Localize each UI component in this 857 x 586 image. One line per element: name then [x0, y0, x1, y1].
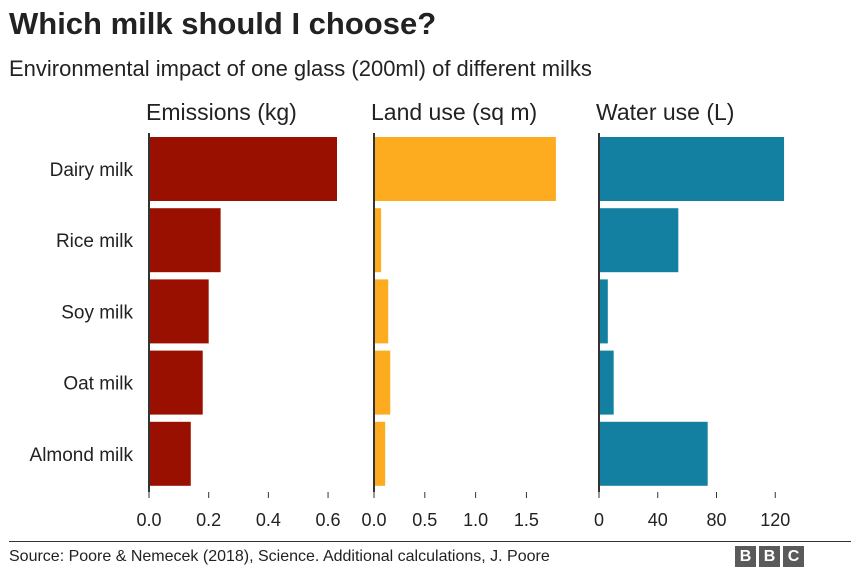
bbc-logo: B B C: [735, 546, 804, 567]
tick-label: 80: [706, 510, 726, 530]
tick-label: 1.0: [463, 510, 488, 530]
bar: [149, 208, 221, 273]
chart-panels: Emissions (kg) 0.0 0.2 0.4 0.6 Land use (sq m…: [136, 99, 790, 530]
bar: [374, 208, 382, 273]
panel-1: Emissions (kg) 0.0 0.2 0.4 0.6: [136, 99, 340, 530]
bbc-logo-letter: B: [759, 546, 780, 567]
panel-2: Land use (sq m) 0.0 0.5 1.0 1.5: [361, 99, 556, 530]
tick-label: 0.0: [136, 510, 161, 530]
category-label: Soy milk: [61, 302, 133, 323]
tick-label: 1.5: [514, 510, 539, 530]
panel-title: Emissions (kg): [146, 99, 297, 125]
panel-title: Water use (L): [596, 99, 734, 125]
bar: [149, 421, 191, 486]
tick-label: 0.4: [256, 510, 281, 530]
bbc-logo-letter: B: [735, 546, 756, 567]
panel-title: Land use (sq m): [371, 99, 537, 125]
bar: [149, 137, 337, 201]
footer-divider: [9, 541, 851, 542]
bar: [599, 208, 679, 273]
tick-label: 0.0: [361, 510, 386, 530]
tick-label: 0.2: [196, 510, 221, 530]
tick-label: 0.5: [412, 510, 437, 530]
milk-impact-chart: Dairy milk Rice milk Soy milk Oat milk Almon…: [30, 99, 791, 530]
category-label: Rice milk: [56, 231, 134, 252]
bar: [374, 137, 556, 201]
bar: [599, 350, 614, 415]
category-label: Dairy milk: [50, 160, 134, 181]
category-labels: Dairy milk Rice milk Soy milk Oat milk Almon…: [30, 160, 134, 466]
bar: [374, 421, 386, 486]
bar: [599, 279, 608, 344]
source-note: Source: Poore & Nemecek (2018), Science.…: [9, 548, 550, 565]
tick-label: 0: [594, 510, 604, 530]
category-label: Almond milk: [30, 445, 134, 466]
bbc-logo-letter: C: [783, 546, 804, 567]
bar: [599, 137, 785, 201]
bar: [599, 421, 708, 486]
tick-label: 120: [760, 510, 790, 530]
bar: [374, 350, 391, 415]
bar: [374, 279, 389, 344]
chart-title: Which milk should I choose?: [9, 6, 437, 41]
panel-3: Water use (L) 0 40 80 120: [594, 99, 790, 530]
chart-subtitle: Environmental impact of one glass (200ml…: [9, 56, 592, 81]
category-label: Oat milk: [63, 374, 133, 395]
tick-label: 40: [648, 510, 668, 530]
tick-label: 0.6: [316, 510, 341, 530]
bar: [149, 350, 203, 415]
bar: [149, 279, 209, 344]
